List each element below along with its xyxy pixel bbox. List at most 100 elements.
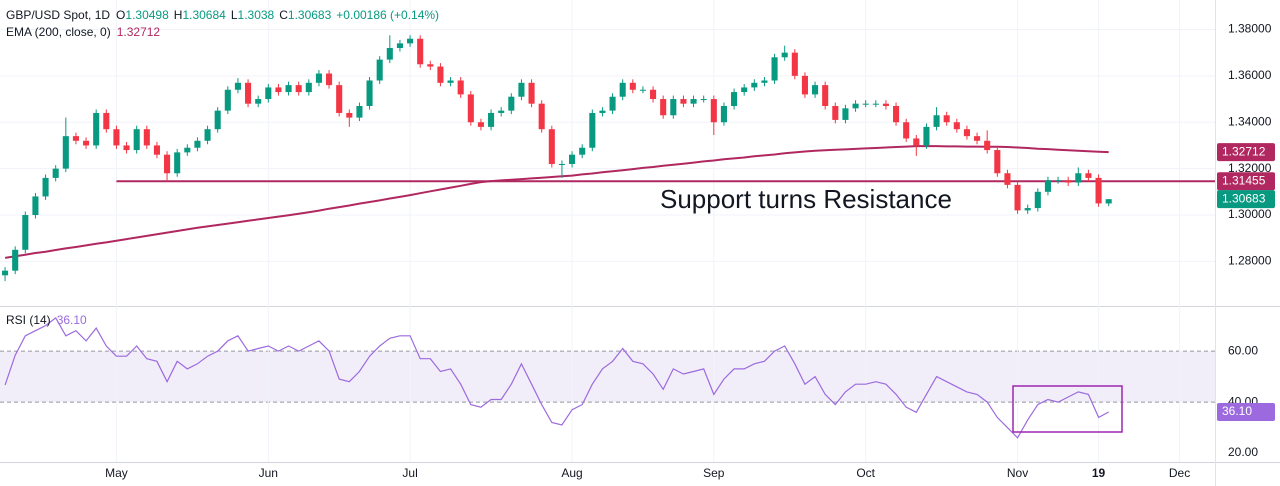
candle-body	[407, 38, 414, 44]
x-tick-label: Aug	[561, 466, 582, 480]
candle-body	[498, 110, 505, 113]
rsi-header: RSI (14) 36.10	[6, 313, 87, 327]
candle-body	[356, 105, 363, 118]
candle-body	[164, 154, 171, 174]
price-badge-label: 1.32712	[1222, 144, 1266, 158]
candle-body	[234, 82, 241, 90]
candle-body	[528, 82, 535, 104]
ohlc-prefix: O	[116, 8, 125, 22]
candle-body	[1004, 173, 1011, 185]
candle-body	[1095, 177, 1102, 204]
ema-header: EMA (200, close, 0) 1.32712	[6, 25, 160, 39]
candle-body	[32, 196, 39, 216]
y-tick-label: 1.38000	[1228, 22, 1272, 36]
candle-body	[285, 85, 292, 93]
candle-body	[751, 82, 758, 88]
candle-body	[852, 103, 859, 109]
candle-body	[255, 99, 262, 104]
candle-body	[1065, 180, 1072, 183]
candle-body	[386, 48, 393, 60]
candle-body	[710, 99, 717, 123]
candle-body	[903, 122, 910, 139]
candle-body	[629, 82, 636, 90]
rsi-value: 36.10	[57, 313, 87, 327]
x-tick-label: Sep	[703, 466, 725, 480]
candle-body	[265, 87, 272, 100]
candle-body	[963, 129, 970, 137]
candle-body	[2, 270, 9, 276]
x-tick-label: 19	[1092, 466, 1106, 480]
candle-body	[1105, 199, 1112, 204]
price-badge	[1217, 143, 1275, 162]
low-value: 1.3038	[238, 8, 275, 22]
annotation: Support turns Resistance	[660, 184, 952, 214]
candle-body	[467, 94, 474, 123]
price-badge-label: 1.30683	[1222, 191, 1266, 205]
candle-body	[52, 168, 59, 178]
candle-body	[295, 85, 302, 93]
y-tick-label: 1.32000	[1228, 161, 1272, 175]
candle-body	[650, 89, 657, 100]
ema-line	[4, 145, 1109, 259]
candle-body	[984, 140, 991, 151]
marks	[2, 35, 1215, 439]
price-badge	[1217, 190, 1275, 209]
candle-body	[133, 129, 140, 151]
candle-body	[1034, 191, 1041, 209]
candle-body	[720, 105, 727, 123]
candle-body	[872, 103, 879, 105]
candle-body	[143, 129, 150, 146]
candle-body	[771, 57, 778, 81]
rsi-tick-label: 20.00	[1228, 445, 1258, 459]
candle-body	[1044, 180, 1051, 192]
candle-body	[396, 43, 403, 49]
candle-body	[113, 129, 120, 146]
candle-body	[933, 115, 940, 127]
price-badge	[1217, 403, 1275, 422]
candle-body	[12, 249, 19, 271]
candle-body	[62, 136, 69, 169]
candle-body	[660, 99, 667, 116]
candle-body	[477, 122, 484, 127]
rsi-tick-label: 60.00	[1228, 343, 1258, 357]
candle-body	[801, 75, 808, 95]
x-tick-label: May	[105, 466, 128, 480]
candle-body	[326, 73, 333, 86]
candle-body	[781, 52, 788, 58]
candle-body	[245, 82, 252, 104]
header: GBP/USD Spot, 1D O1.30498 H1.30684 L1.3038 C…	[6, 8, 439, 22]
candle-body	[690, 99, 697, 104]
candle-body	[427, 64, 434, 67]
x-tick-label: Jul	[402, 466, 417, 480]
candle-body	[214, 110, 221, 130]
y-tick-label: 1.30000	[1228, 207, 1272, 221]
candle-body	[1055, 180, 1062, 182]
candle-body	[518, 82, 525, 97]
candle-body	[1085, 173, 1092, 178]
candle-body	[579, 147, 586, 155]
candle-body	[366, 80, 373, 106]
ohlc-prefix: L	[231, 8, 238, 22]
rsi-title: RSI (14)	[6, 313, 51, 327]
candle-body	[376, 59, 383, 81]
candle-body	[83, 140, 90, 146]
candle-body	[974, 136, 981, 141]
candle-body	[943, 115, 950, 123]
ohlc-prefix: H	[174, 8, 183, 22]
candle-body	[305, 82, 312, 93]
candle-body	[953, 122, 960, 130]
candle-body	[842, 108, 849, 120]
candle-body	[893, 105, 900, 123]
candle-body	[224, 89, 231, 111]
candle-body	[1024, 208, 1031, 211]
badges: 1.32712 1.31455 1.30683 36.10	[1217, 143, 1275, 422]
x-tick-label: Oct	[856, 466, 875, 480]
candle-body	[619, 82, 626, 97]
candle-body	[569, 154, 576, 164]
candle-body	[22, 215, 29, 250]
candle-body	[204, 129, 211, 141]
candle-body	[599, 110, 606, 113]
candle-body	[437, 66, 444, 83]
